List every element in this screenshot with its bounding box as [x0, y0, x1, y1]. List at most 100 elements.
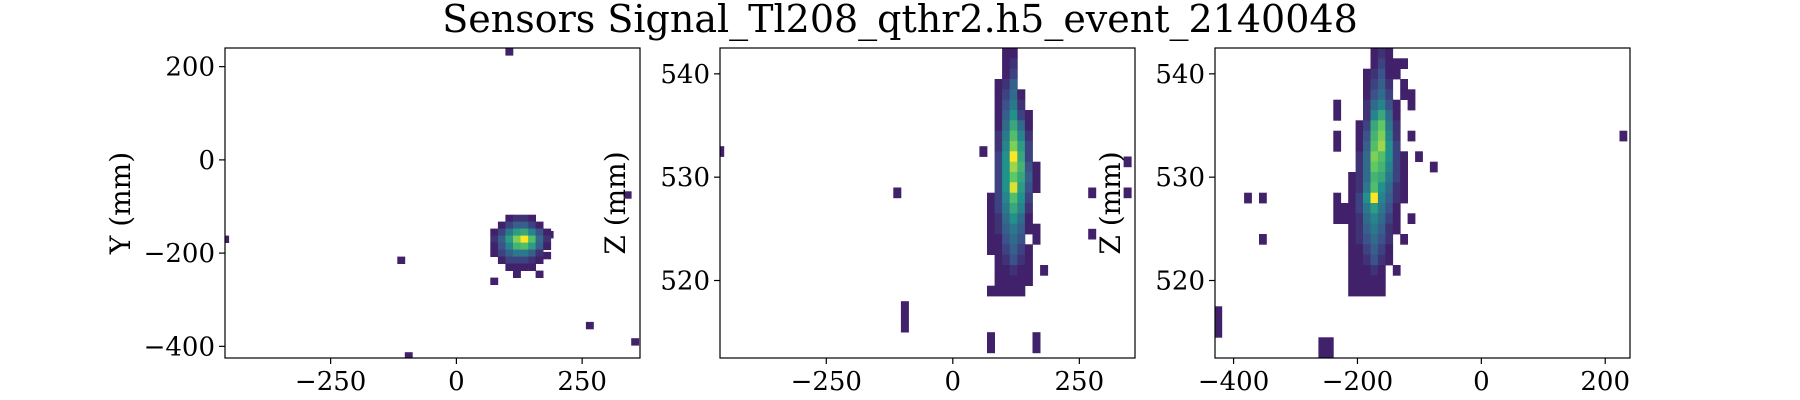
heatmap-cell	[1385, 68, 1394, 80]
heatmap-cell	[1017, 99, 1026, 111]
heatmap-cell	[1024, 172, 1033, 183]
heatmap-cell	[1370, 130, 1379, 142]
heatmap-cell	[1024, 254, 1033, 266]
heatmap-cell	[1009, 141, 1018, 152]
heatmap-cell	[397, 256, 406, 264]
heatmap-cell	[1009, 130, 1018, 142]
heatmap-cell	[1024, 213, 1033, 224]
heatmap-cell	[1363, 254, 1371, 266]
heatmap-cell	[1400, 192, 1408, 204]
heatmap-cell	[535, 270, 544, 278]
heatmap-cell	[543, 235, 552, 243]
heatmap-cell	[1009, 234, 1018, 245]
heatmap-cell	[1348, 234, 1356, 245]
heatmap-cell	[1244, 192, 1252, 204]
heatmap-cell	[1088, 187, 1097, 199]
heatmap-cell	[1009, 110, 1018, 121]
heatmap-cell	[623, 191, 632, 199]
heatmap-cell	[1017, 130, 1026, 142]
heatmap-cell	[1385, 182, 1394, 193]
heatmap-cell	[535, 235, 544, 243]
heatmap-cell	[1040, 265, 1049, 276]
heatmap-cell	[1002, 234, 1011, 245]
heatmap-cell	[1032, 172, 1041, 183]
heatmap-cell	[528, 242, 536, 250]
heatmap-cell	[1348, 223, 1356, 235]
x-tick-label: 250	[557, 367, 607, 397]
heatmap-cell	[1370, 182, 1379, 193]
heatmap-cell	[1370, 234, 1379, 245]
heatmap-cell	[994, 161, 1003, 173]
heatmap-cell	[490, 249, 499, 257]
heatmap-cell	[1002, 130, 1011, 142]
heatmap-cell	[1002, 203, 1011, 214]
heatmap-cell	[1385, 110, 1394, 121]
heatmap-cell	[1377, 203, 1386, 214]
heatmap-cell	[1325, 337, 1334, 348]
heatmap-cell	[994, 275, 1003, 286]
heatmap-cell	[1355, 203, 1364, 214]
heatmap-cell	[1377, 151, 1386, 162]
heatmap-cell	[994, 130, 1003, 142]
heatmap-cell	[1363, 110, 1371, 121]
heatmap-cell	[1259, 192, 1267, 204]
heatmap-cell	[543, 251, 552, 260]
heatmap-cell	[1429, 161, 1438, 173]
heatmap-cell	[1385, 254, 1394, 266]
heatmap-cell	[994, 223, 1003, 235]
heatmap-cell	[497, 228, 506, 236]
heatmap-cell	[1123, 187, 1132, 199]
heatmap-cell	[1392, 99, 1401, 111]
heatmap-cell	[994, 151, 1003, 162]
heatmap-cell	[994, 265, 1003, 276]
heatmap-cell	[1355, 130, 1364, 142]
heatmap-cell	[1009, 223, 1018, 235]
heatmap-cell	[1333, 110, 1342, 121]
heatmap-cell	[1363, 172, 1371, 183]
heatmap-cell	[994, 254, 1003, 266]
heatmap-cell	[1363, 244, 1371, 255]
heatmap-cell	[1377, 89, 1386, 100]
heatmap-cell	[1009, 161, 1018, 173]
heatmap-cell	[994, 89, 1003, 100]
heatmap-cell	[1002, 244, 1011, 255]
heatmap-cell	[1385, 172, 1394, 183]
heatmap-cell	[1370, 172, 1379, 183]
heatmap-cell	[1377, 275, 1386, 286]
x-tick-label: 250	[1055, 367, 1105, 397]
heatmap-cell	[900, 311, 909, 323]
heatmap-cell	[513, 221, 521, 229]
heatmap-cell	[1370, 141, 1379, 152]
heatmap-cell	[1002, 89, 1011, 100]
heatmap-cell	[1363, 130, 1371, 142]
y-tick-label: 540	[1155, 60, 1205, 90]
heatmap-cell	[1002, 151, 1011, 162]
heatmap-cell	[1363, 120, 1371, 131]
heatmap-cell	[994, 141, 1003, 152]
heatmap-cell	[1370, 110, 1379, 121]
heatmap-cell	[994, 120, 1003, 131]
heatmap-cell	[520, 221, 529, 229]
heatmap-cell	[1363, 141, 1371, 152]
heatmap-cell	[1348, 182, 1356, 193]
heatmap-cell	[1009, 89, 1018, 100]
heatmap-cell	[1009, 254, 1018, 266]
heatmap-cell	[1333, 130, 1342, 142]
heatmap-cell	[1392, 110, 1401, 121]
heatmap-cell	[1024, 120, 1033, 131]
heatmap-cell	[1377, 110, 1386, 121]
heatmap-cell	[1088, 228, 1097, 240]
heatmap-cell	[1370, 213, 1379, 224]
heatmap-cell	[1377, 68, 1386, 80]
heatmap-cell	[1377, 161, 1386, 173]
heatmap-cell	[1392, 120, 1401, 131]
heatmap-cell	[225, 235, 230, 243]
heatmap-cell	[1325, 347, 1334, 358]
heatmap-cell	[490, 242, 499, 250]
heatmap-cell	[987, 192, 995, 204]
y-tick-label: 0	[198, 146, 215, 176]
heatmap-cell	[1377, 182, 1386, 193]
heatmap-cell	[1002, 161, 1011, 173]
heatmap-cell	[1392, 141, 1401, 152]
